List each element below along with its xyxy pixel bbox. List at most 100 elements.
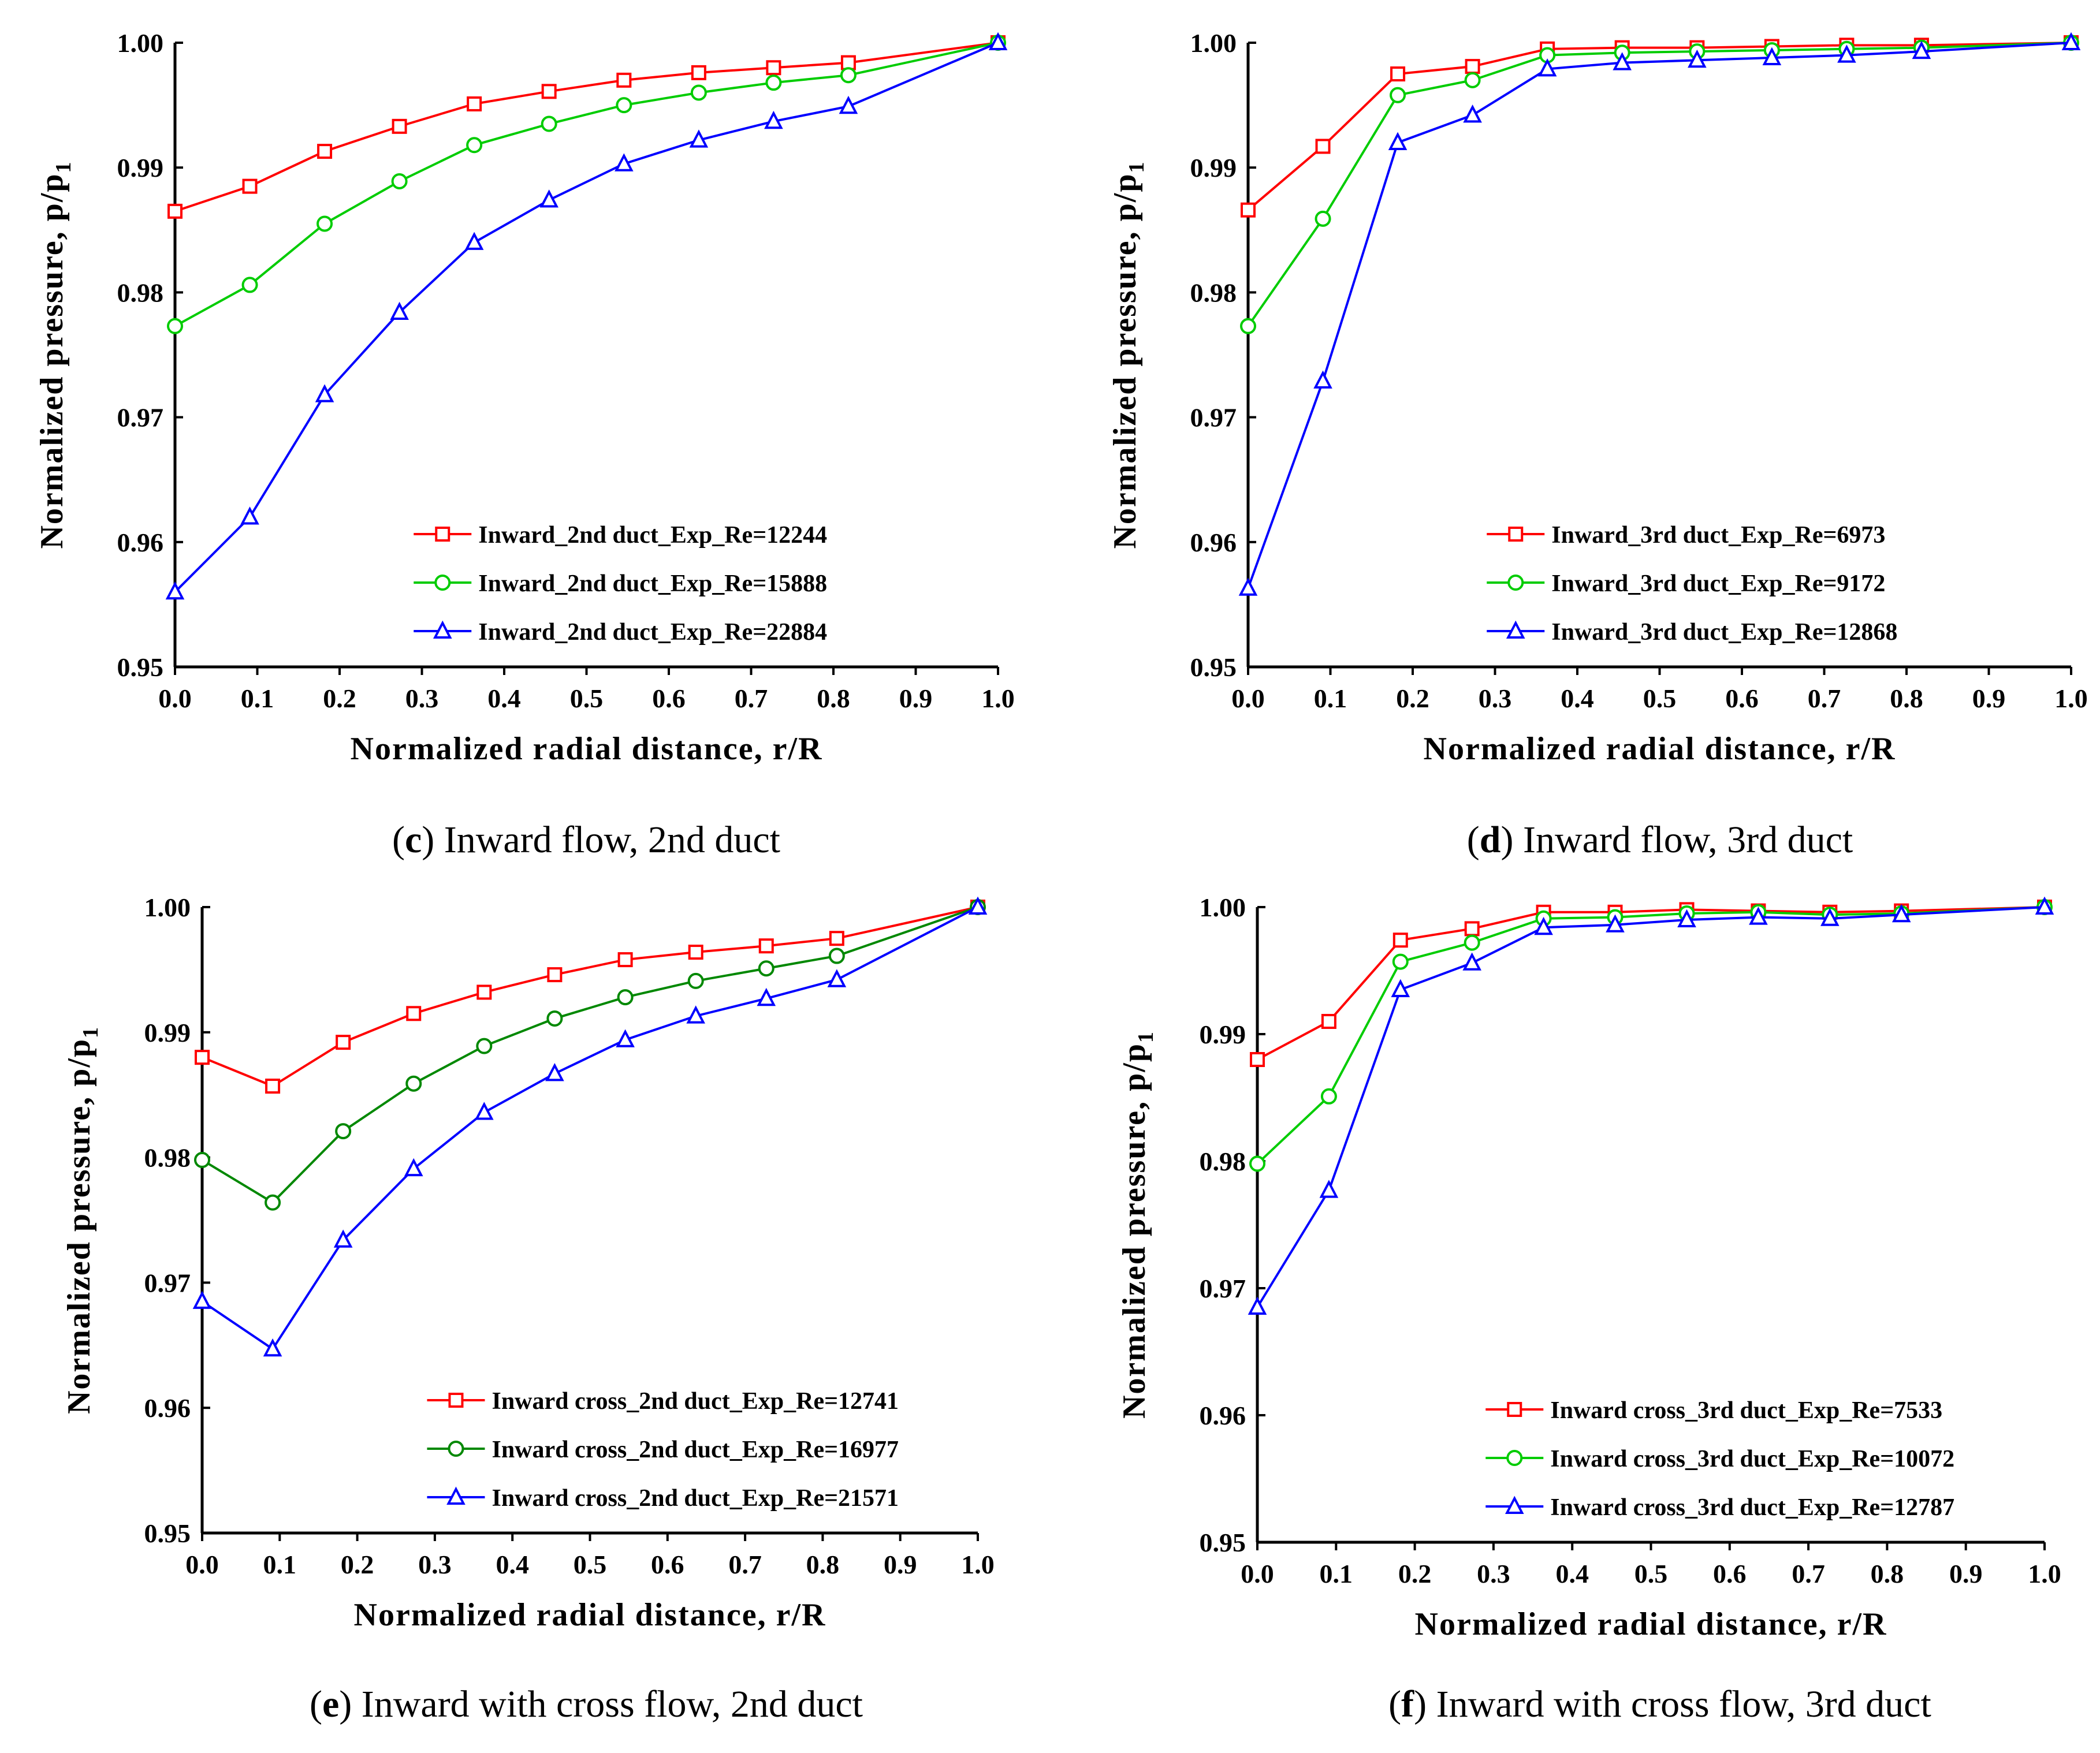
- data-point: [194, 1151, 210, 1168]
- x-tick-label: 0.8: [1890, 684, 1923, 713]
- data-point: [1464, 934, 1480, 951]
- data-point: [165, 581, 185, 600]
- x-tick-label: 0.4: [1561, 684, 1594, 713]
- data-point: [167, 318, 183, 334]
- data-point: [1464, 921, 1480, 937]
- data-point: [263, 1338, 282, 1357]
- y-tick-label: 0.97: [1190, 403, 1237, 432]
- legend-entry-1: Inward cross_2nd duct_Exp_Re=12741: [427, 1388, 899, 1415]
- x-axis-title: Normalized radial distance, r/R: [351, 731, 823, 767]
- legend-entry-2: Inward_2nd duct_Exp_Re=15888: [414, 570, 827, 597]
- legend-entry-3: Inward_3rd duct_Exp_Re=12868: [1487, 619, 1897, 646]
- y-tick-label: 0.98: [1190, 278, 1237, 307]
- legend-label: Inward cross_3rd duct_Exp_Re=10072: [1550, 1446, 1954, 1472]
- panel-caption: (c) Inward flow, 2nd duct: [392, 819, 780, 861]
- data-point: [1537, 58, 1557, 77]
- data-point: [167, 203, 183, 219]
- x-tick-label: 1.0: [981, 684, 1015, 713]
- series-3: [1248, 896, 2054, 1315]
- data-point: [1390, 66, 1406, 82]
- series-line: [174, 42, 999, 212]
- x-tick-label: 0.5: [1643, 684, 1677, 713]
- data-point: [476, 984, 492, 1000]
- data-point: [265, 1079, 281, 1094]
- legend-entry-1: Inward_2nd duct_Exp_Re=12244: [414, 522, 827, 549]
- data-point: [616, 1029, 635, 1047]
- x-tick-label: 0.3: [405, 684, 439, 713]
- legend-marker: [434, 575, 451, 591]
- chart-panel-c: 0.95 0.96 0.97 0.98 0.99 1.00 0.0 0.1 0.2 0.3 0.4 0…: [34, 28, 1015, 861]
- y-tick-label: 0.95: [1200, 1528, 1246, 1557]
- data-point: [828, 948, 845, 964]
- y-tick-label: 0.96: [144, 1393, 191, 1423]
- y-tick-label: 0.99: [1200, 1020, 1246, 1049]
- x-tick-label: 0.8: [817, 684, 850, 713]
- data-point: [1613, 52, 1632, 70]
- legend-entry-1: Inward_3rd duct_Exp_Re=6973: [1487, 522, 1885, 549]
- series-3: [192, 896, 988, 1357]
- data-point: [241, 277, 258, 293]
- legend-entry-2: Inward cross_2nd duct_Exp_Re=16977: [427, 1437, 899, 1463]
- x-tick-label: 0.4: [487, 684, 521, 713]
- series-3: [1238, 32, 2081, 596]
- data-point: [968, 896, 988, 915]
- series-1: [1241, 35, 2079, 218]
- legend-label: Inward cross_2nd duct_Exp_Re=16977: [492, 1437, 899, 1463]
- legend-marker: [1505, 1495, 1524, 1514]
- x-tick-label: 0.7: [1792, 1559, 1825, 1588]
- data-point: [1320, 1088, 1337, 1105]
- legend-marker: [435, 527, 450, 542]
- data-point: [336, 1035, 351, 1050]
- x-tick-label: 0.9: [1972, 684, 2006, 713]
- data-point: [1241, 202, 1256, 218]
- y-tick-label: 0.96: [1190, 528, 1237, 557]
- x-tick-label: 1.0: [961, 1550, 995, 1579]
- data-point: [405, 1075, 422, 1092]
- legend-label: Inward_3rd duct_Exp_Re=12868: [1551, 619, 1897, 646]
- x-tick-label: 0.0: [185, 1550, 219, 1579]
- data-point: [475, 1102, 494, 1120]
- legend-label: Inward_3rd duct_Exp_Re=9172: [1551, 570, 1885, 597]
- legend-entry-2: Inward_3rd duct_Exp_Re=9172: [1487, 570, 1885, 597]
- data-point: [1534, 916, 1553, 935]
- data-point: [1820, 908, 1840, 926]
- legend-label: Inward cross_2nd duct_Exp_Re=12741: [492, 1388, 899, 1415]
- data-point: [1390, 87, 1406, 103]
- data-point: [1238, 577, 1258, 596]
- data-point: [1248, 1296, 1267, 1315]
- legend-marker: [1506, 1450, 1523, 1466]
- data-point: [1762, 47, 1782, 65]
- x-tick-label: 0.6: [1713, 1559, 1747, 1588]
- data-point: [392, 118, 407, 134]
- y-tick-label: 0.99: [1190, 153, 1237, 182]
- x-tick-label: 0.9: [884, 1550, 917, 1579]
- data-point: [688, 945, 703, 960]
- legend-entry-3: Inward cross_3rd duct_Exp_Re=12787: [1485, 1494, 1954, 1521]
- y-tick-label: 0.99: [144, 1018, 191, 1047]
- legend-entry-3: Inward cross_2nd duct_Exp_Re=21571: [427, 1485, 899, 1512]
- x-axis-title: Normalized radial distance, r/R: [1415, 1606, 1887, 1642]
- data-point: [1391, 979, 1410, 997]
- data-point: [1315, 139, 1331, 154]
- data-point: [765, 74, 782, 91]
- data-point: [1319, 1180, 1339, 1198]
- data-point: [1250, 1052, 1265, 1067]
- legend-label: Inward cross_3rd duct_Exp_Re=7533: [1550, 1397, 1942, 1424]
- x-tick-label: 0.1: [263, 1550, 297, 1579]
- legend-label: Inward_2nd duct_Exp_Re=22884: [478, 619, 827, 646]
- series-1: [195, 900, 985, 1094]
- legend-label: Inward cross_2nd duct_Exp_Re=21571: [492, 1485, 899, 1512]
- y-tick-label: 1.00: [144, 893, 191, 922]
- y-tick-label: 0.97: [144, 1268, 191, 1297]
- x-tick-label: 0.7: [735, 684, 768, 713]
- data-point: [391, 173, 408, 189]
- x-tick-label: 0.5: [574, 1550, 607, 1579]
- data-point: [686, 1005, 705, 1024]
- chart-panel-d: 0.95 0.96 0.97 0.98 0.99 1.00 0.0 0.1 0.2 0.3 0.4 0…: [1107, 28, 2088, 861]
- x-tick-label: 0.3: [418, 1550, 452, 1579]
- data-point: [1465, 59, 1480, 74]
- x-tick-label: 0.2: [323, 684, 356, 713]
- x-tick-label: 0.0: [1241, 1559, 1274, 1588]
- data-point: [1321, 1014, 1336, 1029]
